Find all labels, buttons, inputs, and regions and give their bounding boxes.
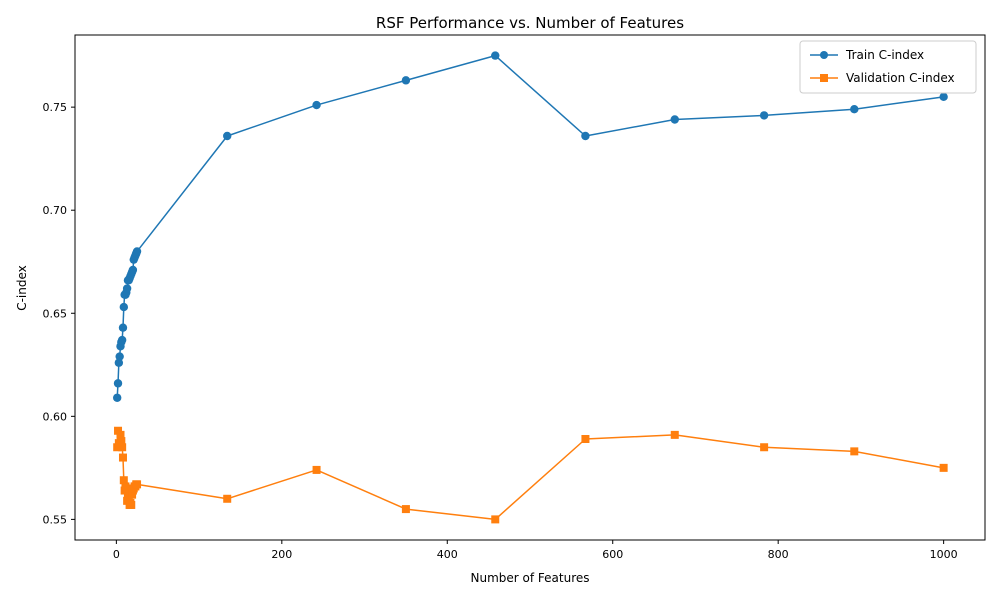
validation-point: [401, 505, 410, 514]
x-axis-ticks: 0 200 400 600 800 1000: [113, 540, 958, 561]
legend-train-marker: [820, 51, 828, 59]
train-point: [117, 335, 127, 345]
x-tick-label: 600: [602, 548, 623, 561]
validation-point: [491, 515, 500, 524]
validation-point: [312, 465, 321, 474]
validation-point: [114, 426, 123, 435]
train-point: [114, 358, 124, 367]
validation-point: [128, 490, 137, 499]
y-tick-label: 0.55: [43, 513, 68, 526]
validation-point: [124, 494, 133, 503]
train-point: [491, 51, 500, 60]
validation-point: [850, 447, 859, 456]
validation-point: [119, 476, 128, 485]
x-tick-label: 400: [437, 548, 458, 561]
legend: Train C-index Validation C-index: [799, 40, 977, 94]
train-point: [119, 302, 129, 312]
y-axis-ticks: 0.55 0.60 0.65 0.70 0.75: [43, 101, 75, 526]
series-layer: [112, 51, 948, 524]
y-axis-label: C-index: [15, 265, 29, 311]
validation-point: [133, 480, 142, 489]
validation-point: [116, 430, 125, 439]
train-point: [759, 111, 769, 120]
validation-point: [581, 435, 590, 443]
train-point: [401, 76, 411, 85]
legend-train-label: Train C-index: [845, 48, 924, 62]
train-point: [132, 247, 142, 256]
legend-frame: [799, 40, 977, 94]
y-tick-label: 0.60: [43, 410, 68, 423]
x-axis-label: Number of Features: [471, 571, 590, 585]
y-tick-label: 0.70: [43, 204, 68, 217]
train-point: [115, 352, 124, 361]
train-point: [312, 100, 321, 110]
train-point: [113, 379, 123, 388]
x-tick-label: 200: [271, 548, 292, 561]
train-point: [850, 105, 859, 114]
x-tick-label: 800: [768, 548, 789, 561]
train-point: [118, 323, 128, 332]
validation-point: [118, 443, 127, 452]
plot-area: 0 200 400 600 800 1000 0.55 0.60 0.65 0.70 0.75: [43, 34, 986, 561]
validation-point: [670, 430, 679, 439]
train-point: [112, 393, 122, 402]
train-point: [128, 265, 138, 275]
validation-point: [117, 437, 126, 446]
train-point: [939, 92, 948, 102]
validation-point: [118, 453, 127, 462]
train-point: [670, 115, 679, 124]
y-tick-label: 0.65: [43, 307, 68, 320]
validation-point: [760, 443, 769, 452]
validation-point: [939, 463, 948, 472]
validation-point: [127, 500, 136, 509]
validation-point: [122, 484, 131, 493]
x-tick-label: 1000: [930, 548, 958, 561]
validation-point: [223, 494, 232, 503]
y-tick-label: 0.75: [43, 101, 68, 114]
chart-title: RSF Performance vs. Number of Features: [376, 14, 684, 32]
train-point: [581, 131, 590, 141]
train-point: [122, 284, 132, 293]
legend-validation-label: Validation C-index: [846, 71, 955, 85]
legend-validation-marker: [820, 74, 828, 82]
x-tick-label: 0: [113, 548, 120, 561]
axes-frame: [74, 34, 986, 541]
train-point: [223, 131, 232, 141]
